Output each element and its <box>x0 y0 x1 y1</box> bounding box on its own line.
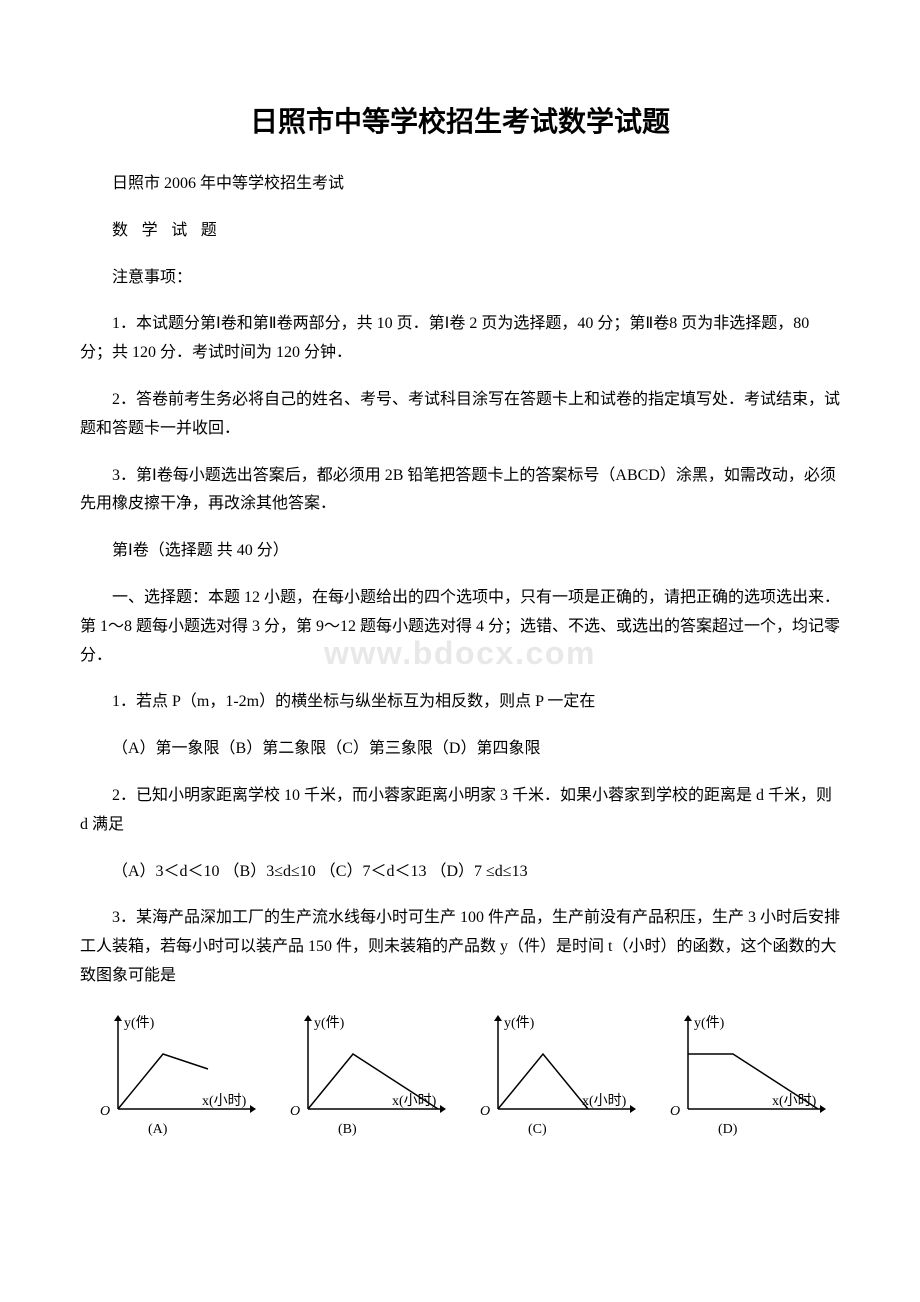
note-2: 2．答卷前考生务必将自己的姓名、考号、考试科目涂写在答题卡上和试卷的指定填写处．… <box>80 386 840 444</box>
chart-subplot-c: y(件) x(小时) O (C) <box>470 1009 640 1149</box>
note-3: 3．第Ⅰ卷每小题选出答案后，都必须用 2B 铅笔把答题卡上的答案标号（ABCD）… <box>80 462 840 520</box>
q3-figure-row: y(件)x(小时)O(A)y(件)x(小时)O(B)y(件)x(小时)O(C)y… <box>80 1009 840 1149</box>
q1-options: （A）第一象限（B）第二象限（C）第三象限（D）第四象限 <box>80 735 840 764</box>
svg-text:y(件): y(件) <box>504 1015 535 1031</box>
mc-instruction: 一、选择题：本题 12 小题，在每小题给出的四个选项中，只有一项是正确的，请把正… <box>80 584 840 670</box>
chart-subplot-d: y(件) x(小时) O (D) <box>660 1009 830 1149</box>
svg-text:(A): (A) <box>148 1122 168 1137</box>
chart-subplot-a: y(件) x(小时) O (A) <box>90 1009 260 1149</box>
svg-text:O: O <box>290 1104 300 1119</box>
svg-text:(D): (D) <box>718 1122 738 1137</box>
svg-text:x(小时): x(小时) <box>582 1093 627 1109</box>
subtitle: 日照市 2006 年中等学校招生考试 <box>80 170 840 199</box>
svg-text:(C): (C) <box>528 1122 547 1137</box>
subject-label: 数 学 试 题 <box>80 217 840 246</box>
section-1-title: 第Ⅰ卷（选择题 共 40 分） <box>80 537 840 566</box>
page-title: 日照市中等学校招生考试数学试题 <box>80 100 840 140</box>
q2-stem: 2．已知小明家距离学校 10 千米，而小蓉家距离小明家 3 千米．如果小蓉家到学… <box>80 782 840 840</box>
q2-options: （A）3＜d＜10 （B）3≤d≤10 （C）7＜d＜13 （D）7 ≤d≤13 <box>80 858 840 887</box>
svg-text:x(小时): x(小时) <box>772 1093 817 1109</box>
svg-text:O: O <box>100 1104 110 1119</box>
svg-text:O: O <box>480 1104 490 1119</box>
q1-stem: 1．若点 P（m，1-2m）的横坐标与纵坐标互为相反数，则点 P 一定在 <box>80 688 840 717</box>
svg-text:x(小时): x(小时) <box>202 1093 247 1109</box>
svg-text:x(小时): x(小时) <box>392 1093 437 1109</box>
notes-heading: 注意事项： <box>80 264 840 293</box>
note-1: 1．本试题分第Ⅰ卷和第Ⅱ卷两部分，共 10 页．第Ⅰ卷 2 页为选择题，40 分… <box>80 310 840 368</box>
q3-stem: 3．某海产品深加工厂的生产流水线每小时可生产 100 件产品，生产前没有产品积压… <box>80 904 840 990</box>
svg-text:y(件): y(件) <box>314 1015 345 1031</box>
svg-text:y(件): y(件) <box>124 1015 155 1031</box>
chart-subplot-b: y(件) x(小时) O (B) <box>280 1009 450 1149</box>
svg-text:O: O <box>670 1104 680 1119</box>
svg-text:(B): (B) <box>338 1122 357 1137</box>
svg-text:y(件): y(件) <box>694 1015 725 1031</box>
